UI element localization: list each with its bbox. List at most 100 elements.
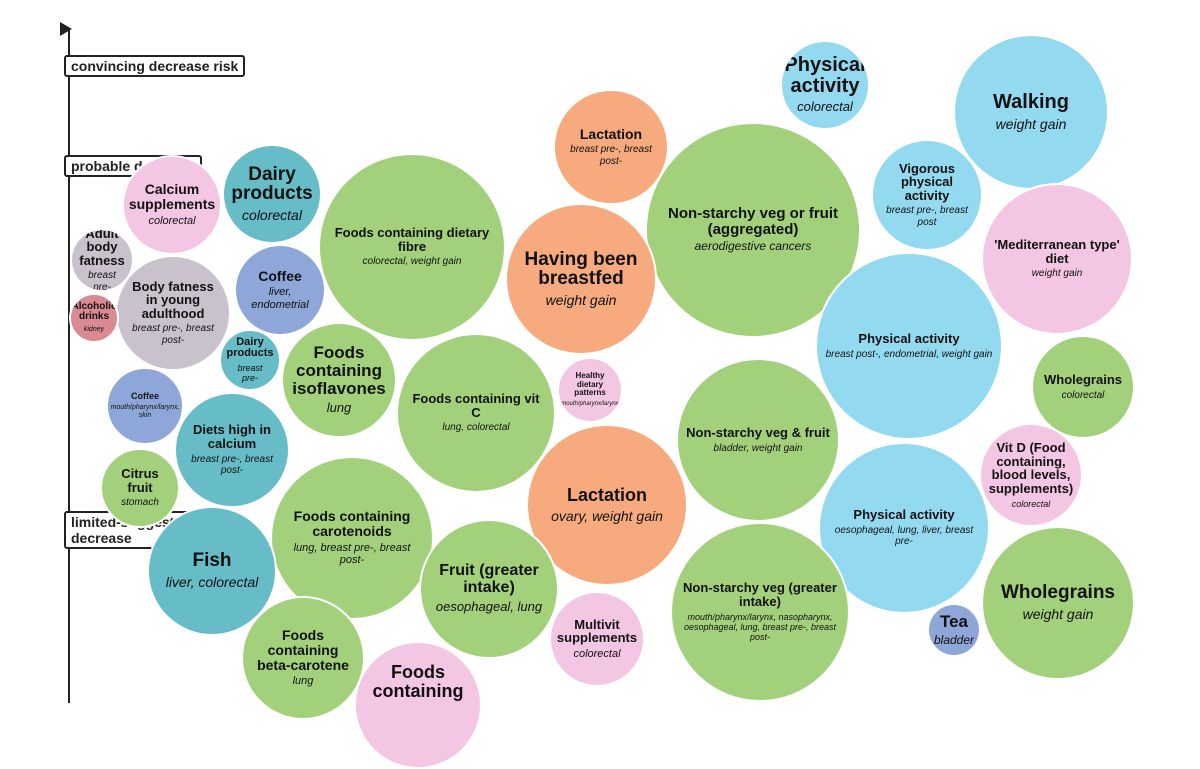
bubble-subtitle: kidney <box>83 325 105 333</box>
bubble-subtitle: lung <box>326 399 352 415</box>
y-axis-line <box>68 30 70 703</box>
bubble-title: 'Mediterranean type' diet <box>994 237 1120 266</box>
bubble-subtitle: ovary, weight gain <box>551 507 663 524</box>
bubble-title: Fruit (greater intake) <box>439 562 539 597</box>
bubble-subtitle: breast pre- <box>237 362 263 384</box>
bubble-physical-activity: Physical activity breast post-, endometri… <box>815 252 1003 440</box>
bubble-coffee: Coffee liver, endometrial <box>234 244 326 336</box>
bubble-physical-activity: Physical activity oesophageal, lung, live… <box>818 442 990 614</box>
bubble-subtitle: bladder <box>933 632 975 647</box>
bubble-subtitle: colorectal <box>1061 389 1105 401</box>
bubble-subtitle: breast pre-, breast post <box>886 205 968 228</box>
bubble-subtitle: colorectal <box>1011 498 1051 509</box>
bubble-foods-containing-carotenoids: Foods containing carotenoids lung, breast… <box>270 456 434 620</box>
bubble-having-been-breastfed: Having been breastfed weight gain <box>505 203 657 355</box>
bubble-title: Wholegrains <box>1000 582 1115 604</box>
bubble-subtitle: colorectal <box>573 647 621 660</box>
bubble-wholegrains: Wholegrains weight gain <box>981 526 1135 680</box>
bubble-subtitle: weight gain <box>1031 268 1083 280</box>
bubble-subtitle: weight gain <box>1022 606 1094 623</box>
bubble-title: Dairy products <box>226 335 274 360</box>
bubble-diets-high-in-calcium: Diets high in calcium breast pre-, breast… <box>174 392 290 508</box>
bubble-mediterranean-type-diet: 'Mediterranean type' diet weight gain <box>981 183 1133 335</box>
bubble-foods-containing: Foods containing <box>354 641 482 769</box>
bubble-subtitle: colorectal <box>242 207 302 224</box>
bubble-title: Citrus fruit <box>121 466 159 495</box>
bubble-subtitle: mouth/pharynx/larynx, skin <box>110 404 180 420</box>
bubble-title: Dairy products <box>231 163 313 205</box>
bubble-title: Fish <box>192 550 232 572</box>
bubble-title: Having been breastfed <box>524 248 638 290</box>
bubble-title: Non-starchy veg & fruit <box>686 424 830 440</box>
bubble-non-starchy-veg-fruit: Non-starchy veg & fruit bladder, weight g… <box>676 358 840 522</box>
bubble-subtitle: breast pre-, breast post- <box>570 144 652 167</box>
bubble-vigorous-physical-activity: Vigorous physical activity breast pre-, b… <box>871 139 983 251</box>
bubble-title: Foods containing vit C <box>412 391 540 420</box>
bubble-walking: Walking weight gain <box>953 34 1109 190</box>
bubble-non-starchy-veg-greater-intake: Non-starchy veg (greater intake) mouth/ph… <box>670 522 850 702</box>
bubble-title: Diets high in calcium <box>193 422 271 451</box>
bubble-title: Lactation <box>579 125 643 142</box>
bubble-title: Walking <box>993 90 1069 113</box>
bubble-subtitle: breast pre-, breast post- <box>191 453 273 477</box>
bubble-title: Coffee <box>258 267 302 284</box>
bubble-wholegrains: Wholegrains colorectal <box>1031 335 1135 439</box>
bubble-title: Foods containing carotenoids <box>293 508 411 539</box>
bubble-subtitle: weight gain <box>995 115 1067 132</box>
bubble-subtitle: mouth/pharynx/larynx <box>561 400 619 407</box>
bubble-subtitle: lung <box>292 675 314 688</box>
y-axis-arrow-icon <box>60 22 72 36</box>
bubble-title: Multivit supplements <box>556 616 638 646</box>
bubble-title: Coffee <box>130 390 159 401</box>
bubble-fish: Fish liver, colorectal <box>147 506 277 636</box>
bubble-title: Vigorous physical activity <box>898 160 956 203</box>
bubble-title: Vit D (Food containing, blood levels, su… <box>988 440 1074 496</box>
bubble-subtitle: breast pre- <box>88 270 116 292</box>
bubble-subtitle: lung, colorectal <box>442 422 510 434</box>
bubble-title: Physical activity <box>853 507 955 523</box>
bubble-vit-d-food-containing-blood-levels-supplements: Vit D (Food containing, blood levels, su… <box>979 423 1083 527</box>
bubble-subtitle: aerodigestive cancers <box>694 239 812 254</box>
bubble-title: Calcium supplements <box>128 181 216 213</box>
bubble-subtitle: lung, breast pre-, breast post- <box>293 541 411 567</box>
bubble-title: Non-starchy veg (greater intake) <box>683 580 837 609</box>
bubble-subtitle: colorectal <box>148 214 196 227</box>
bubble-title: Physical activity <box>858 330 960 346</box>
bubble-lactation: Lactation breast pre-, breast post- <box>553 89 669 205</box>
bubble-subtitle: oesophageal, lung, liver, breast pre- <box>834 524 974 548</box>
bubble-subtitle: oesophageal, lung <box>435 598 543 614</box>
bubble-title: Tea <box>939 611 969 631</box>
bubble-subtitle: weight gain <box>545 292 617 309</box>
bubble-subtitle: liver, endometrial <box>251 286 309 311</box>
bubble-calcium-supplements: Calcium supplements colorectal <box>122 155 222 255</box>
bubble-lactation: Lactation ovary, weight gain <box>526 424 688 586</box>
bubble-title: Non-starchy veg or fruit (aggregated) <box>667 204 839 238</box>
bubble-citrus-fruit: Citrus fruit stomach <box>100 448 180 528</box>
bubble-title: Healthy dietary patterns <box>574 371 606 398</box>
bubble-title: Physical activity <box>784 54 866 98</box>
bubble-physical-activity: Physical activity colorectal <box>780 40 870 130</box>
bubble-subtitle: mouth/pharynx/larynx, nasopharynx, oesop… <box>683 611 837 643</box>
bubble-coffee: Coffee mouth/pharynx/larynx, skin <box>106 367 184 445</box>
axis-label-convincing: convincing decrease risk <box>64 55 246 77</box>
bubble-subtitle: colorectal <box>797 99 853 115</box>
bubble-title: Foods containing <box>372 662 464 701</box>
bubble-fruit-greater-intake: Fruit (greater intake) oesophageal, lung <box>419 519 559 659</box>
bubble-body-fatness-in-young-adulthood: Body fatness in young adulthood breast pr… <box>115 255 231 371</box>
bubble-subtitle: stomach <box>121 497 159 509</box>
bubble-title: Foods containing isoflavones <box>292 343 386 398</box>
bubble-subtitle: bladder, weight gain <box>713 442 803 454</box>
bubble-tea: Tea bladder <box>927 603 981 657</box>
bubble-foods-containing-beta-carotene: Foods containing beta-carotene lung <box>241 596 365 720</box>
bubble-title: Foods containing beta-carotene <box>257 627 349 673</box>
bubble-title: Lactation <box>566 485 647 505</box>
bubble-dairy-products: Dairy products colorectal <box>222 144 322 244</box>
bubble-subtitle: breast pre-, breast post- <box>132 323 214 346</box>
bubble-subtitle: breast post-, endometrial, weight gain <box>825 348 993 360</box>
bubble-subtitle: liver, colorectal <box>165 574 259 591</box>
bubble-title: Alcoholic drinks <box>71 300 117 323</box>
bubble-subtitle: colorectal, weight gain <box>362 256 462 268</box>
bubble-title: Body fatness in young adulthood <box>132 278 214 321</box>
bubble-title: Wholegrains <box>1043 371 1122 387</box>
bubble-multivit-supplements: Multivit supplements colorectal <box>549 591 645 687</box>
